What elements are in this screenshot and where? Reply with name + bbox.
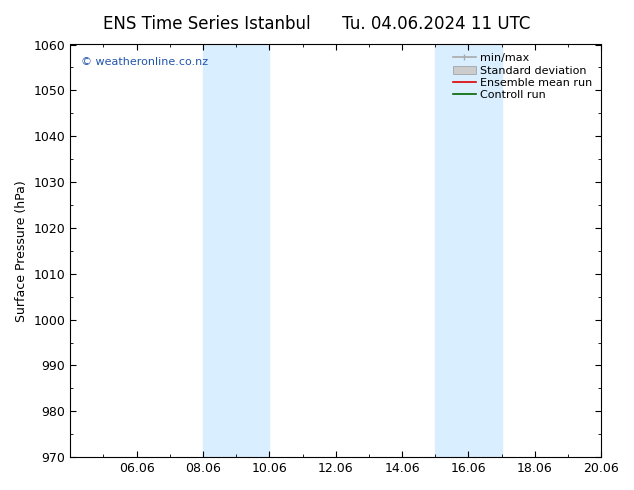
Text: © weatheronline.co.nz: © weatheronline.co.nz [81,57,208,67]
Bar [435,45,469,457]
Legend: min/max, Standard deviation, Ensemble mean run, Controll run: min/max, Standard deviation, Ensemble me… [450,50,595,103]
Bar [236,45,269,457]
Bar [469,45,501,457]
Text: ENS Time Series Istanbul      Tu. 04.06.2024 11 UTC: ENS Time Series Istanbul Tu. 04.06.2024 … [103,15,531,33]
Y-axis label: Surface Pressure (hPa): Surface Pressure (hPa) [15,180,28,322]
Bar [203,45,236,457]
